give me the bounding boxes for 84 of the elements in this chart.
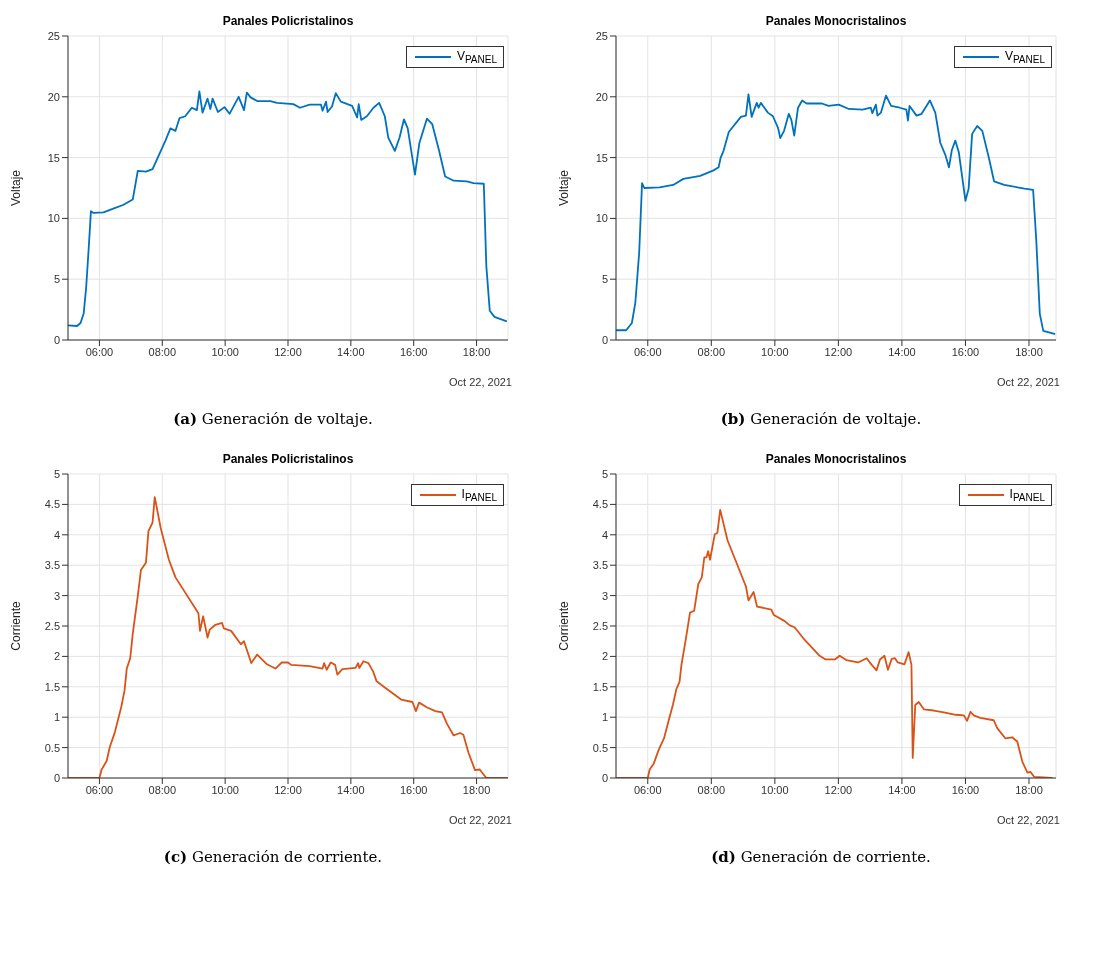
legend-label: V$_{PANEL}$ <box>1004 49 1045 66</box>
text: Oct 22, 2021 <box>449 376 512 388</box>
x-tick-label: 10:00 <box>211 345 239 358</box>
y-tick-label: 20 <box>47 90 60 103</box>
y-tick-label: 3.5 <box>44 559 60 572</box>
x-tick-label: 14:00 <box>888 345 916 358</box>
y-tick-label: 5 <box>53 273 60 286</box>
y-tick-label: 1.5 <box>44 680 60 693</box>
text: (a) Generación de voltaje. <box>172 410 374 428</box>
y-tick-label: 5 <box>53 467 60 480</box>
x-tick-label: 08:00 <box>697 783 726 796</box>
y-tick-label: 1 <box>601 711 608 724</box>
y-tick-label: 2.5 <box>44 619 60 632</box>
y-tick-label: 10 <box>595 212 608 225</box>
y-tick-label: 0 <box>53 771 60 784</box>
x-tick-label: 06:00 <box>85 345 114 358</box>
y-tick-label: 0 <box>53 333 60 346</box>
y-tick-label: 25 <box>47 29 60 42</box>
y-tick-label: 5 <box>601 467 608 480</box>
chart-title: Panales Policristalinos <box>221 14 355 28</box>
text: (d) Generación de corriente. <box>710 848 932 866</box>
x-tick-label: 10:00 <box>211 783 239 796</box>
legend-label: V$_{PANEL}$ <box>456 49 497 66</box>
y-tick-label: 10 <box>47 212 60 225</box>
y-tick-label: 0.5 <box>592 741 608 754</box>
text: Oct 22, 2021 <box>997 814 1060 826</box>
x-tick-label: 16:00 <box>951 783 980 796</box>
x-tick-label: 14:00 <box>337 345 365 358</box>
line-series <box>68 90 508 327</box>
chart-title: Panales Monocristalinos <box>764 452 908 466</box>
y-tick-label: 4 <box>601 528 608 541</box>
y-axis-title: Voltaje <box>557 169 572 207</box>
x-tick-label: 16:00 <box>399 783 428 796</box>
y-tick-label: 15 <box>595 151 608 164</box>
x-tick-label: 12:00 <box>824 345 853 358</box>
y-tick-label: 15 <box>47 151 60 164</box>
x-tick-label: 18:00 <box>1015 345 1043 358</box>
y-tick-label: 0 <box>601 333 608 346</box>
y-axis-title: Corriente <box>557 601 572 651</box>
x-tick-label: 18:00 <box>462 783 491 796</box>
y-tick-label: 4.5 <box>44 498 60 511</box>
chart-title: Panales Monocristalinos <box>764 14 908 28</box>
x-tick-label: 16:00 <box>951 345 980 358</box>
legend-label: I$_{PANEL}$ <box>1009 487 1045 504</box>
x-tick-label: 14:00 <box>888 783 916 796</box>
y-tick-label: 2.5 <box>592 619 608 632</box>
y-tick-label: 2 <box>53 650 60 663</box>
y-tick-label: 3 <box>601 589 608 602</box>
x-tick-label: 08:00 <box>697 345 726 358</box>
x-tick-label: 06:00 <box>85 783 114 796</box>
chart-title: Panales Policristalinos <box>221 452 355 466</box>
x-tick-label: 10:00 <box>761 783 789 796</box>
x-tick-label: 06:00 <box>634 783 662 796</box>
y-tick-label: 3 <box>53 589 60 602</box>
x-tick-label: 12:00 <box>824 783 853 796</box>
x-tick-label: 08:00 <box>148 783 177 796</box>
y-tick-label: 0.5 <box>44 741 60 754</box>
text: (c) Generación de corriente. <box>162 848 384 866</box>
x-tick-label: 14:00 <box>337 783 365 796</box>
y-axis-title: Corriente <box>9 601 24 651</box>
y-tick-label: 4 <box>53 528 60 541</box>
legend-label: I$_{PANEL}$ <box>461 487 497 504</box>
x-tick-label: 18:00 <box>1015 783 1043 796</box>
y-tick-label: 0 <box>601 771 608 784</box>
y-tick-label: 5 <box>601 273 608 286</box>
x-tick-label: 08:00 <box>148 345 177 358</box>
x-tick-label: 12:00 <box>274 345 302 358</box>
text: Oct 22, 2021 <box>997 376 1060 388</box>
x-tick-label: 16:00 <box>399 345 428 358</box>
text: Oct 22, 2021 <box>449 814 512 826</box>
y-tick-label: 2 <box>601 650 608 663</box>
y-tick-label: 1.5 <box>592 680 608 693</box>
y-tick-label: 20 <box>595 90 608 103</box>
y-axis-title: Voltaje <box>9 169 24 207</box>
y-tick-label: 1 <box>53 711 60 724</box>
x-tick-label: 12:00 <box>274 783 302 796</box>
line-series <box>616 93 1056 335</box>
y-tick-label: 25 <box>595 29 608 42</box>
x-tick-label: 10:00 <box>761 345 789 358</box>
y-tick-label: 4.5 <box>592 498 608 511</box>
x-tick-label: 06:00 <box>634 345 662 358</box>
y-tick-label: 3.5 <box>592 559 608 572</box>
text: (b) Generación de voltaje. <box>719 410 923 428</box>
x-tick-label: 18:00 <box>462 345 491 358</box>
